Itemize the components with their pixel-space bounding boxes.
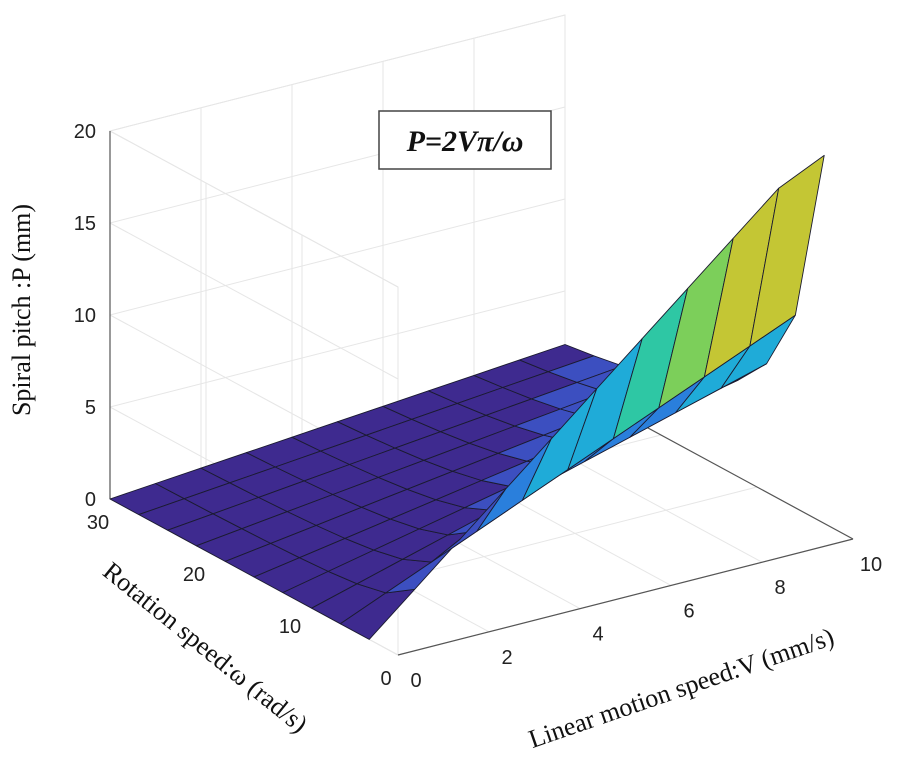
- y-tick-label: 30: [87, 512, 109, 534]
- x-tick-label: 8: [774, 577, 785, 599]
- z-tick-label: 10: [74, 305, 96, 327]
- y-tick-label: 20: [183, 564, 205, 586]
- gridline-z: [109, 130, 399, 288]
- x-tick-label: 2: [501, 647, 512, 669]
- y-tick-label: 10: [279, 616, 301, 638]
- gridline-z: [109, 198, 566, 316]
- x-tick-label: 4: [592, 624, 603, 646]
- formula-text: P=2Vπ/ω: [406, 125, 524, 158]
- surface-patch: [749, 154, 825, 347]
- formula-box: P=2Vπ/ω: [378, 110, 552, 170]
- x-axis-line: [397, 538, 854, 656]
- y-tick-label: 0: [380, 668, 391, 690]
- z-tick-label: 20: [74, 121, 96, 143]
- z-axis-label: Spiral pitch :P (mm): [7, 204, 36, 416]
- surface-mesh: [109, 154, 825, 640]
- x-tick-label: 6: [683, 600, 694, 622]
- gridline-z: [109, 14, 566, 132]
- gridline-z: [109, 290, 566, 408]
- z-tick-label: 15: [74, 213, 96, 235]
- x-tick-label: 0: [410, 670, 421, 692]
- gridline-z: [109, 222, 399, 380]
- z-tick-label: 5: [85, 397, 96, 419]
- z-tick-label: 0: [85, 489, 96, 511]
- x-tick-label: 10: [860, 554, 882, 576]
